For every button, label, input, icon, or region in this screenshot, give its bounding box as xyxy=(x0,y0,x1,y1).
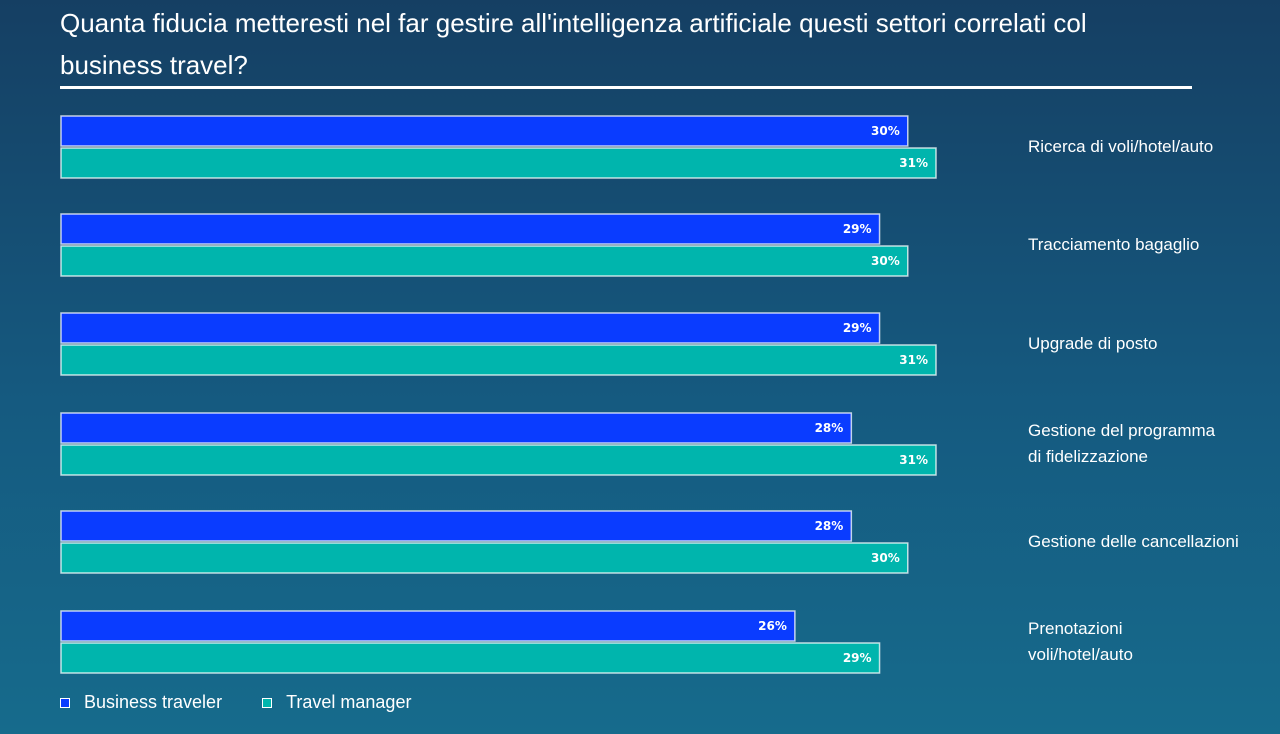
bar-business-traveler xyxy=(60,312,881,344)
legend-label: Business traveler xyxy=(84,692,223,712)
legend: Business traveler Travel manager xyxy=(60,692,441,713)
bar-business-traveler xyxy=(60,412,853,444)
bar-travel-manager xyxy=(60,642,881,674)
category-label-line: Ricerca di voli/hotel/auto xyxy=(1028,137,1214,156)
data-label: 29% xyxy=(843,651,872,665)
category-label: Ricerca di voli/hotel/auto xyxy=(1028,134,1213,160)
category-label-line: Upgrade di posto xyxy=(1028,334,1158,353)
bar-travel-manager xyxy=(60,542,909,574)
category-label-line: di fidelizzazione xyxy=(1028,447,1149,466)
category-label: Prenotazioni voli/hotel/auto xyxy=(1028,616,1133,668)
legend-item-business-traveler: Business traveler xyxy=(60,692,222,713)
data-label: 29% xyxy=(843,321,872,335)
bar-business-traveler xyxy=(60,115,909,147)
chart-title: Quanta fiducia metteresti nel far gestir… xyxy=(60,8,1087,80)
category-label: Gestione del programma di fidelizzazione xyxy=(1028,418,1215,470)
bar-travel-manager xyxy=(60,245,909,277)
data-label: 28% xyxy=(815,421,844,435)
bar-business-traveler xyxy=(60,213,881,245)
data-label: 31% xyxy=(899,453,928,467)
category-label-line: Prenotazioni xyxy=(1028,619,1123,638)
data-label: 31% xyxy=(899,353,928,367)
legend-item-travel-manager: Travel manager xyxy=(262,692,411,713)
category-label-line: Gestione del programma xyxy=(1028,421,1216,440)
legend-swatch-travel-manager xyxy=(262,697,273,708)
title-underline xyxy=(60,86,1192,89)
category-label-line: voli/hotel/auto xyxy=(1028,645,1133,664)
category-label: Gestione delle cancellazioni xyxy=(1028,529,1239,555)
bar-business-traveler xyxy=(60,610,796,642)
bar-business-traveler xyxy=(60,510,853,542)
data-label: 28% xyxy=(815,519,844,533)
data-label: 26% xyxy=(758,619,787,633)
category-label-line: Tracciamento bagaglio xyxy=(1028,235,1200,254)
legend-label: Travel manager xyxy=(286,692,412,712)
category-label: Tracciamento bagaglio xyxy=(1028,232,1199,258)
data-label: 29% xyxy=(843,222,872,236)
data-label: 30% xyxy=(871,124,900,138)
data-label: 30% xyxy=(871,254,900,268)
bar-travel-manager xyxy=(60,444,937,476)
legend-swatch-business-traveler xyxy=(60,697,70,708)
data-label: 31% xyxy=(899,156,928,170)
bar-travel-manager xyxy=(60,147,937,179)
category-label: Upgrade di posto xyxy=(1028,331,1157,357)
bar-travel-manager xyxy=(60,344,937,376)
data-label: 30% xyxy=(871,551,900,565)
category-label-line: Gestione delle cancellazioni xyxy=(1028,532,1239,551)
